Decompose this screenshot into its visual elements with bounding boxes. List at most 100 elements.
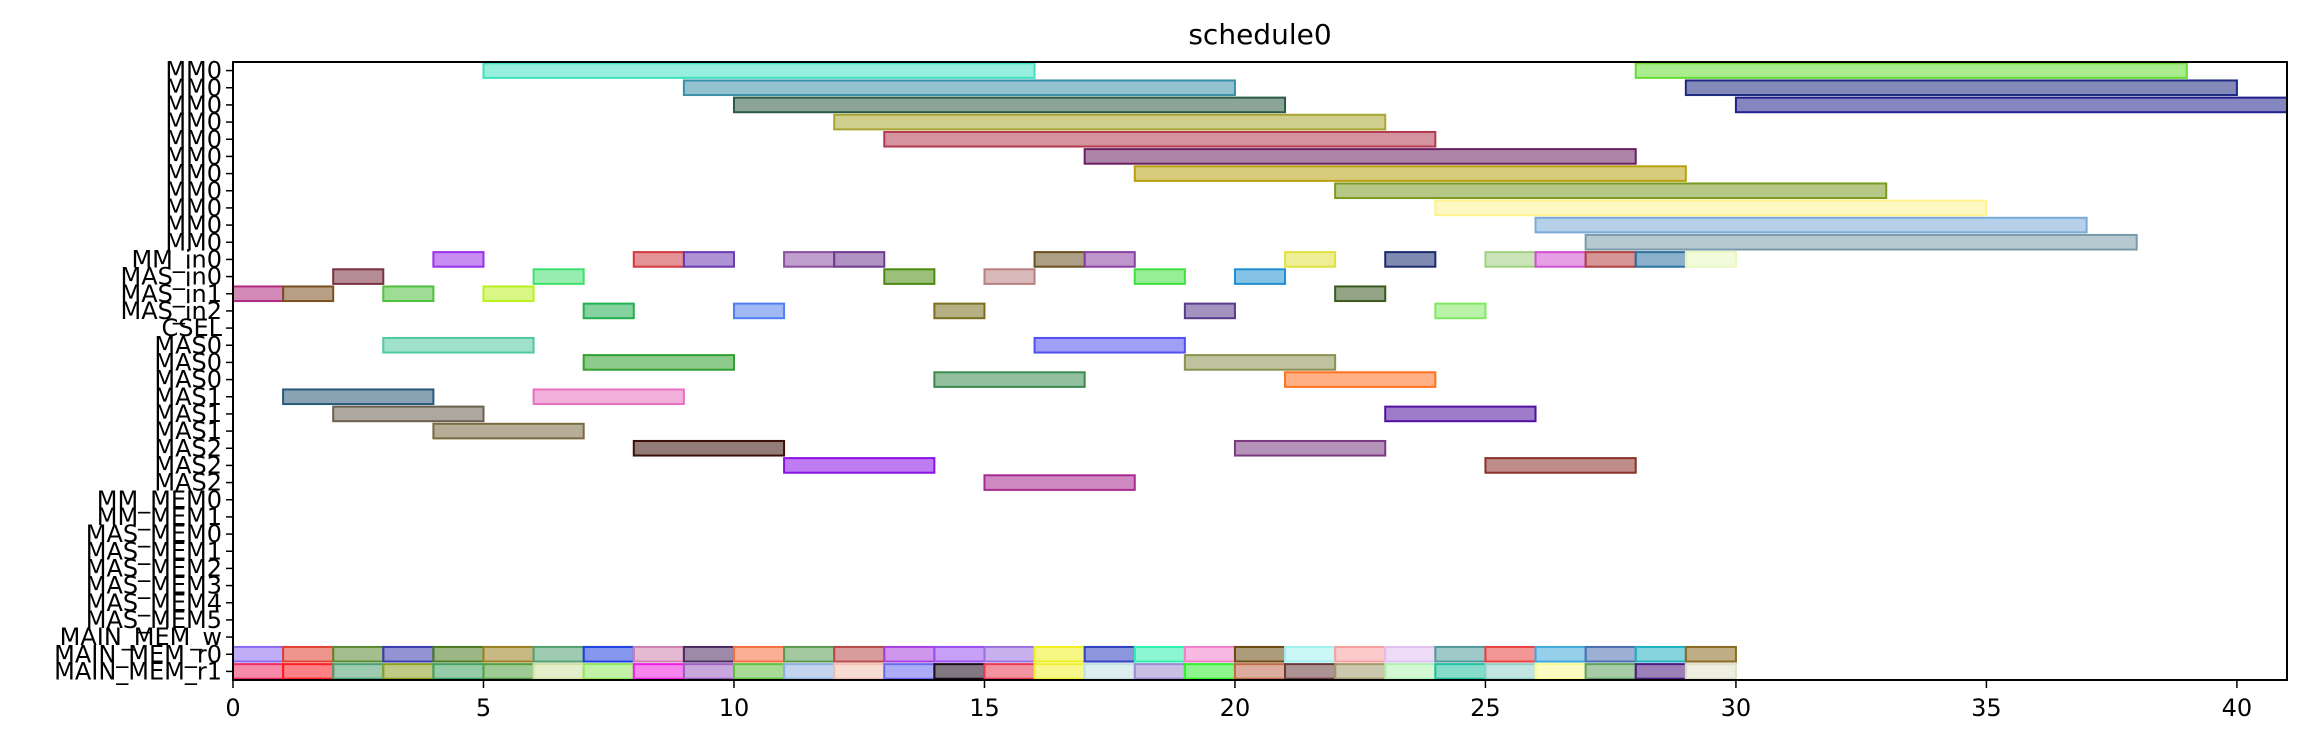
- task-bar: [783, 251, 836, 268]
- task-bar: [1434, 302, 1487, 320]
- task-bar: [282, 645, 335, 663]
- y-tick-label: MAS0: [154, 348, 222, 376]
- task-bar: [1183, 645, 1236, 663]
- task-bar: [632, 645, 685, 663]
- task-bar: [1584, 645, 1637, 663]
- task-bar: [1334, 645, 1387, 663]
- task-bar: [382, 285, 435, 303]
- y-tick-label: MAS_MEM3: [86, 572, 222, 600]
- task-bar: [1484, 663, 1537, 680]
- x-axis-ticks: 0 5 10 15 20 25 30 35 40: [225, 680, 2252, 722]
- task-bar: [1584, 233, 2138, 251]
- task-bar: [1684, 645, 1737, 663]
- task-bar: [632, 251, 685, 268]
- y-tick-label: MM0: [165, 228, 222, 256]
- task-bar: [532, 268, 585, 285]
- task-bar: [1634, 251, 1687, 268]
- task-bar: [582, 645, 635, 663]
- task-bar: [1083, 645, 1136, 663]
- task-bar: [382, 663, 435, 680]
- task-bar: [1584, 663, 1637, 680]
- task-bar: [332, 645, 385, 663]
- task-bar: [682, 79, 1236, 97]
- task-bar: [732, 645, 786, 663]
- y-tick-label: MAIN_MEM_r1: [54, 657, 222, 685]
- task-bar: [582, 663, 635, 680]
- task-bar: [1384, 663, 1437, 680]
- task-bar: [1284, 663, 1337, 680]
- task-bar: [1484, 251, 1537, 268]
- task-bar: [632, 439, 786, 457]
- task-bar: [1684, 251, 1737, 268]
- task-bar: [883, 645, 936, 663]
- task-bar: [282, 285, 335, 303]
- task-bar: [1033, 663, 1086, 680]
- task-bar: [1183, 663, 1236, 680]
- task-bar: [1534, 216, 2088, 234]
- task-bar: [783, 457, 936, 474]
- y-tick-label: MAS0: [154, 366, 222, 394]
- task-bar: [1384, 405, 1537, 423]
- y-tick-label: MM0: [165, 160, 222, 188]
- task-bar: [983, 645, 1036, 663]
- y-tick-label: MAIN_MEM_w: [60, 623, 222, 651]
- task-bar: [1534, 663, 1587, 680]
- y-tick-label: MM0: [165, 125, 222, 153]
- task-bar: [883, 268, 936, 285]
- task-bar: [1183, 354, 1337, 371]
- task-bar: [1434, 645, 1487, 663]
- y-tick-label: MM0: [165, 142, 222, 170]
- task-bar: [1133, 268, 1186, 285]
- task-bar: [432, 422, 585, 440]
- task-bar: [933, 371, 1086, 388]
- task-bar: [582, 302, 635, 320]
- task-bar: [1684, 663, 1737, 680]
- task-bar: [332, 405, 485, 423]
- task-bar: [1434, 199, 1988, 217]
- task-bar: [232, 663, 285, 680]
- task-bar: [1033, 251, 1086, 268]
- task-bar: [1284, 645, 1337, 663]
- task-bar: [783, 663, 836, 680]
- task-bar: [732, 663, 786, 680]
- task-bar: [1233, 645, 1287, 663]
- task-bar: [1233, 439, 1387, 457]
- task-bar: [1133, 645, 1186, 663]
- task-bar: [1334, 182, 1888, 200]
- task-bar: [732, 96, 1287, 114]
- x-tick-label: 10: [719, 694, 750, 722]
- y-tick-label: MAS2: [154, 469, 222, 497]
- y-tick-label: MAS_in0: [120, 263, 222, 291]
- task-bar: [332, 268, 385, 285]
- y-tick-label: MAS_MEM0: [86, 520, 222, 548]
- task-bar: [933, 302, 986, 320]
- y-tick-label: MM_MEM1: [97, 503, 222, 531]
- task-bar: [232, 285, 285, 303]
- task-bar: [432, 663, 485, 680]
- task-bar: [1083, 663, 1136, 680]
- task-bar: [282, 663, 335, 680]
- task-bar: [983, 268, 1036, 285]
- task-bar: [532, 663, 585, 680]
- chart-title: schedule0: [1188, 18, 1331, 51]
- task-bar: [1634, 645, 1687, 663]
- y-tick-label: MAS_MEM4: [86, 589, 222, 617]
- task-bar: [482, 663, 535, 680]
- task-bar: [833, 663, 886, 680]
- y-tick-label: MAS_MEM2: [86, 554, 222, 582]
- task-bar: [382, 645, 435, 663]
- y-tick-label: MAS2: [154, 451, 222, 479]
- y-tick-label: MAS_MEM5: [86, 606, 222, 634]
- task-bar: [432, 645, 485, 663]
- y-tick-label: MM0: [165, 108, 222, 136]
- task-bar: [1083, 251, 1136, 268]
- task-bar: [883, 130, 1437, 148]
- task-bar: [682, 251, 735, 268]
- task-bar: [1684, 79, 2238, 97]
- task-bar: [1484, 645, 1537, 663]
- task-bars: [232, 62, 2289, 680]
- task-bar: [1534, 251, 1587, 268]
- y-tick-label: MAS2: [154, 434, 222, 462]
- y-tick-label: MAS_MEM1: [86, 537, 222, 565]
